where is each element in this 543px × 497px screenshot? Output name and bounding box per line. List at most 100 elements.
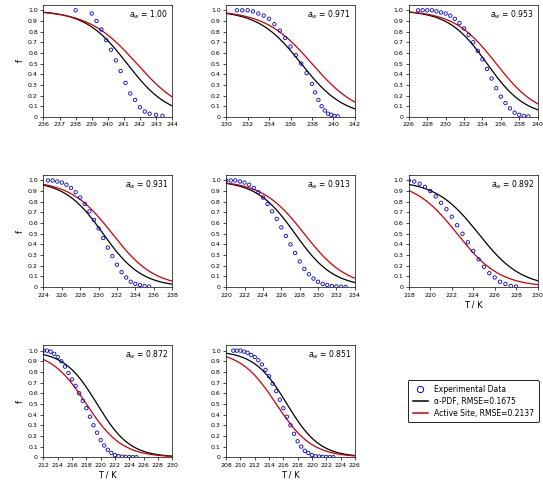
Point (141, 108, 149, 116)
Point (58, 178, 66, 186)
Point (85, 207, 94, 215)
Point (240, 178, 249, 186)
Point (427, 6, 436, 14)
Point (261, 366, 270, 374)
Text: $a_w$ = 0.872: $a_w$ = 0.872 (125, 349, 168, 361)
Point (67, 184, 75, 192)
Point (106, 46, 115, 54)
Point (232, 346, 241, 354)
Point (469, 38, 478, 46)
Point (323, 281, 332, 289)
Point (86, 413, 94, 420)
Point (158, 112, 167, 120)
Point (297, 443, 306, 451)
Point (71, 382, 80, 390)
Point (53, 353, 62, 361)
Point (464, 31, 473, 39)
Point (46, 348, 55, 356)
Text: $a_w$ = 0.971: $a_w$ = 0.971 (307, 8, 351, 21)
Point (273, 215, 281, 223)
Point (125, 453, 134, 461)
Point (405, 176, 413, 184)
Point (75, 389, 84, 397)
Point (68, 375, 77, 383)
Point (136, 281, 144, 289)
Point (258, 193, 267, 201)
Point (421, 183, 430, 191)
Point (437, 199, 445, 207)
Point (117, 268, 126, 276)
Point (317, 102, 326, 110)
Point (324, 110, 332, 118)
Point (300, 447, 309, 455)
Point (151, 111, 160, 119)
Point (265, 372, 274, 380)
Point (291, 249, 299, 257)
Point (243, 349, 252, 357)
Point (332, 282, 341, 290)
Point (99, 234, 108, 242)
Point (279, 404, 288, 412)
Point (492, 84, 501, 92)
Point (94, 225, 103, 233)
Point (71, 188, 80, 196)
Point (281, 34, 289, 42)
Point (249, 7, 257, 15)
Point (136, 103, 144, 111)
Point (304, 449, 313, 457)
Point (458, 230, 467, 238)
Point (329, 453, 338, 461)
Point (257, 360, 266, 368)
Point (254, 188, 263, 196)
Point (501, 280, 510, 288)
Point (82, 404, 91, 412)
Point (447, 213, 456, 221)
Y-axis label: f: f (16, 400, 25, 403)
Point (107, 449, 116, 457)
Point (236, 177, 244, 185)
Point (238, 6, 247, 14)
Point (229, 346, 238, 354)
Point (111, 451, 119, 459)
Text: $a_w$ = 0.892: $a_w$ = 0.892 (490, 178, 534, 191)
Point (286, 43, 295, 51)
Point (479, 263, 488, 271)
Point (460, 24, 469, 32)
Point (496, 92, 505, 100)
Point (309, 274, 318, 282)
Point (243, 6, 252, 14)
Point (473, 47, 482, 55)
Point (231, 176, 239, 184)
Point (524, 112, 533, 120)
Point (100, 441, 109, 449)
Point (432, 7, 441, 15)
Point (57, 357, 66, 365)
Point (126, 89, 135, 97)
Point (418, 6, 427, 14)
Point (232, 6, 241, 14)
Point (410, 177, 419, 185)
Point (111, 57, 120, 65)
Point (145, 283, 154, 291)
Point (226, 176, 235, 184)
Point (93, 429, 102, 437)
Point (515, 111, 523, 119)
Point (307, 80, 316, 88)
X-axis label: T / K: T / K (98, 471, 117, 480)
Point (96, 436, 105, 444)
Point (431, 192, 440, 200)
Point (318, 280, 327, 288)
Point (302, 69, 311, 77)
Point (245, 181, 254, 189)
Point (305, 270, 313, 278)
Point (239, 348, 248, 356)
Point (108, 252, 117, 260)
Point (222, 176, 231, 184)
Point (64, 369, 73, 377)
Point (103, 244, 112, 251)
Point (268, 380, 277, 388)
Point (487, 75, 496, 83)
Legend: Experimental Data, α-PDF, RMSE=0.1675, Active Site, RMSE=0.2137: Experimental Data, α-PDF, RMSE=0.1675, A… (408, 380, 539, 422)
Point (260, 11, 268, 19)
Point (39, 346, 48, 354)
